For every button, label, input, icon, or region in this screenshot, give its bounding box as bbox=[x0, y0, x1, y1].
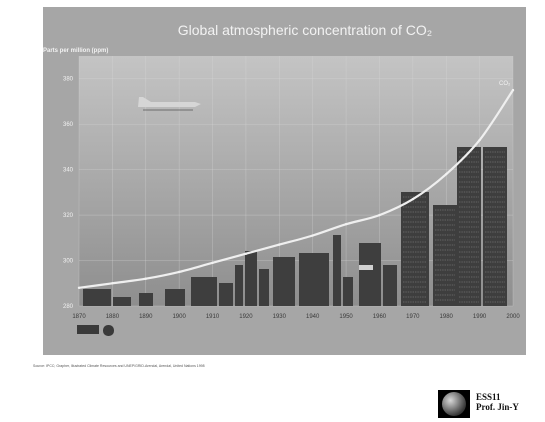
data-point bbox=[278, 243, 281, 246]
skyline-building bbox=[483, 147, 507, 306]
course-instructor: Prof. Jin-Y bbox=[476, 402, 519, 412]
x-tick-label: 1880 bbox=[106, 314, 120, 320]
data-point bbox=[344, 222, 348, 226]
x-tick-label: 1940 bbox=[306, 314, 320, 320]
data-point bbox=[111, 282, 114, 285]
skyline-building bbox=[359, 243, 381, 306]
y-axis-ticks: 280 300 320 340 360 380 bbox=[63, 77, 74, 310]
y-tick-label: 280 bbox=[63, 304, 74, 310]
data-point bbox=[445, 172, 448, 176]
data-point bbox=[211, 261, 214, 265]
data-points bbox=[77, 88, 515, 290]
skyline-building bbox=[165, 289, 185, 306]
data-point bbox=[244, 252, 248, 255]
airplane-illustration bbox=[138, 97, 201, 111]
x-axis-ticks: 1870 1880 1890 1900 1910 1920 1930 1940 1950 1960… bbox=[72, 314, 520, 320]
unep-logo bbox=[77, 325, 99, 334]
skyline-building bbox=[139, 293, 153, 306]
skyline-building bbox=[383, 265, 397, 306]
series-end-label: CO₂ bbox=[499, 81, 511, 87]
skyline-building bbox=[235, 265, 243, 306]
slide-footer: ESS11 Prof. Jin-Y bbox=[438, 388, 545, 422]
skyline-building bbox=[259, 269, 269, 306]
skyline-building bbox=[333, 235, 341, 306]
skyline-building bbox=[245, 251, 257, 306]
data-point bbox=[144, 277, 147, 280]
y-tick-label: 380 bbox=[63, 77, 74, 83]
x-tick-label: 1910 bbox=[206, 314, 220, 320]
city-skyline bbox=[83, 147, 507, 306]
chart-title: Global atmospheric concentration of CO₂ bbox=[178, 22, 432, 38]
grid-logo bbox=[103, 325, 114, 336]
earth-globe-icon bbox=[438, 390, 470, 418]
x-tick-label: 1900 bbox=[172, 314, 186, 320]
data-point bbox=[311, 234, 314, 237]
publisher-logos bbox=[77, 325, 114, 336]
y-tick-label: 340 bbox=[63, 168, 74, 174]
water-tower bbox=[359, 265, 373, 270]
y-tick-label: 320 bbox=[63, 213, 74, 219]
co2-chart: Global atmospheric concentration of CO₂ … bbox=[43, 7, 526, 355]
skyline-building bbox=[219, 283, 233, 306]
x-tick-label: 1950 bbox=[339, 314, 353, 320]
x-tick-label: 2000 bbox=[506, 314, 520, 320]
skyline-building bbox=[401, 192, 429, 306]
y-tick-label: 300 bbox=[63, 259, 74, 265]
x-tick-label: 1870 bbox=[72, 314, 86, 320]
airplane-body bbox=[138, 97, 201, 107]
x-tick-label: 1890 bbox=[139, 314, 153, 320]
skyline-building bbox=[273, 257, 295, 306]
skyline-building bbox=[299, 253, 329, 306]
data-point bbox=[478, 138, 481, 142]
y-tick-label: 360 bbox=[63, 122, 74, 128]
skyline-building bbox=[457, 147, 481, 306]
data-point bbox=[177, 270, 181, 274]
course-code: ESS11 bbox=[476, 392, 501, 402]
x-tick-label: 1980 bbox=[440, 314, 454, 320]
source-note: Source: IPCC; Grapher, Illustrated Clima… bbox=[33, 364, 205, 368]
data-point bbox=[511, 88, 515, 92]
skyline-building bbox=[113, 297, 131, 306]
x-tick-label: 1920 bbox=[239, 314, 253, 320]
skyline-building bbox=[83, 289, 111, 306]
co2-concentration-line bbox=[78, 89, 514, 289]
y-axis-label: Parts per million (ppm) bbox=[43, 48, 108, 54]
data-point bbox=[378, 213, 381, 217]
skyline-building bbox=[433, 205, 457, 306]
x-tick-label: 1930 bbox=[273, 314, 287, 320]
data-point bbox=[77, 286, 81, 290]
skyline-building bbox=[343, 277, 353, 306]
skyline-building bbox=[191, 277, 217, 306]
x-tick-label: 1990 bbox=[473, 314, 487, 320]
data-point bbox=[411, 197, 415, 201]
x-tick-label: 1960 bbox=[373, 314, 387, 320]
x-tick-label: 1970 bbox=[406, 314, 420, 320]
